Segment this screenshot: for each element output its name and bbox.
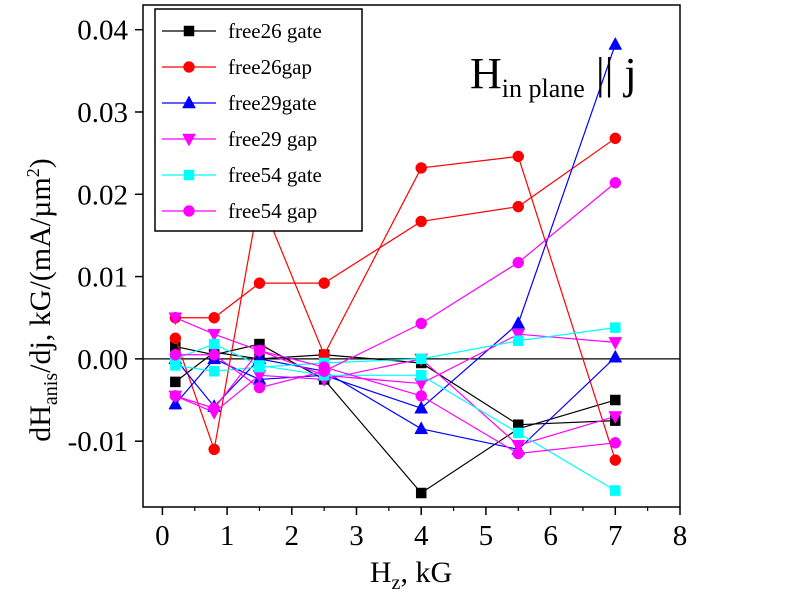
series-group bbox=[168, 36, 623, 499]
x-tick-label: 2 bbox=[285, 520, 300, 552]
x-tick-label: 4 bbox=[414, 520, 429, 552]
data-point bbox=[414, 400, 429, 414]
legend-item: free26gap bbox=[162, 55, 312, 79]
data-point bbox=[253, 381, 266, 394]
y-tick-label: 0.00 bbox=[77, 344, 128, 376]
y-tick-label: 0.03 bbox=[77, 97, 128, 129]
data-point bbox=[415, 162, 427, 174]
plot-frame bbox=[142, 4, 681, 508]
legend-label: free54 gap bbox=[228, 199, 317, 223]
data-point bbox=[513, 427, 524, 439]
data-point bbox=[511, 440, 526, 453]
series-line bbox=[175, 343, 616, 494]
x-tick-label: 8 bbox=[673, 520, 688, 552]
legend-item: free26 gate bbox=[162, 19, 322, 43]
data-point bbox=[208, 349, 220, 361]
data-point bbox=[513, 335, 524, 347]
data-point bbox=[208, 365, 220, 377]
chart-annotation: Hin plane || j bbox=[470, 49, 637, 103]
x-axis-title: Hz, kG bbox=[370, 556, 452, 594]
x-tick-label: 7 bbox=[608, 520, 623, 552]
y-axis-title: dHanis/dj, kG/(mA/µm2) bbox=[23, 158, 62, 442]
legend-marker bbox=[183, 169, 195, 181]
series-free54-gate bbox=[170, 322, 621, 496]
data-point bbox=[610, 322, 621, 333]
data-point bbox=[318, 361, 330, 373]
data-point bbox=[207, 328, 222, 342]
data-point bbox=[415, 353, 427, 365]
axis-ticks: 0 1 2 3 4 5 6 7 8 -0.01 0.00 0.01 0.02 0.03 0.04 bbox=[68, 15, 688, 552]
data-point bbox=[608, 411, 623, 425]
legend-label: free29gate bbox=[228, 91, 317, 115]
data-point bbox=[511, 328, 526, 342]
data-point bbox=[254, 360, 265, 371]
data-point bbox=[512, 256, 525, 269]
legend: free26 gate free26gap free29gate free29 gap… bbox=[154, 8, 363, 232]
x-tick-label: 0 bbox=[155, 520, 170, 552]
data-point bbox=[608, 349, 623, 363]
data-point bbox=[414, 421, 429, 435]
legend-marker bbox=[183, 205, 195, 217]
data-point bbox=[415, 215, 427, 228]
x-tick-label: 3 bbox=[349, 520, 364, 552]
data-point bbox=[415, 317, 427, 330]
data-point bbox=[610, 485, 621, 496]
data-point bbox=[169, 349, 182, 361]
data-point bbox=[511, 315, 526, 329]
data-point bbox=[318, 277, 330, 289]
series-free26-gate bbox=[170, 338, 621, 499]
data-point bbox=[608, 337, 623, 350]
x-tick-label: 5 bbox=[479, 520, 494, 552]
legend-box bbox=[154, 8, 363, 232]
legend-item: free29gate bbox=[162, 91, 317, 115]
legend-label: free26gap bbox=[228, 55, 312, 79]
data-point bbox=[415, 390, 427, 402]
series-line bbox=[175, 349, 616, 455]
y-tick-label: 0.02 bbox=[77, 179, 128, 211]
data-point bbox=[609, 437, 622, 449]
data-point bbox=[415, 370, 427, 381]
x-tick-label: 6 bbox=[543, 520, 558, 552]
data-point bbox=[512, 447, 525, 460]
data-point bbox=[609, 454, 622, 466]
x-tick-label: 1 bbox=[220, 520, 235, 552]
data-point bbox=[208, 338, 220, 350]
data-point bbox=[610, 394, 621, 406]
data-point bbox=[609, 132, 622, 145]
data-point bbox=[170, 376, 181, 388]
legend-label: free29 gap bbox=[228, 127, 317, 151]
data-point bbox=[415, 487, 427, 499]
data-point bbox=[253, 277, 266, 289]
data-point bbox=[609, 177, 622, 189]
data-point bbox=[608, 36, 623, 50]
y-tick-label: -0.01 bbox=[68, 426, 128, 458]
series-free26gap bbox=[169, 132, 622, 466]
y-tick-label: 0.01 bbox=[77, 262, 128, 294]
legend-item: free54 gate bbox=[162, 163, 322, 187]
data-point bbox=[253, 344, 266, 357]
data-point bbox=[208, 402, 220, 414]
series-line bbox=[175, 343, 616, 492]
data-point bbox=[168, 312, 183, 326]
data-point bbox=[169, 332, 182, 345]
legend-marker bbox=[183, 61, 195, 73]
legend-item: free29 gap bbox=[162, 127, 317, 151]
series-free54-gap bbox=[169, 177, 622, 460]
data-point bbox=[208, 311, 220, 324]
data-point bbox=[512, 200, 525, 213]
data-point bbox=[208, 443, 220, 456]
legend-label: free26 gate bbox=[228, 19, 322, 43]
y-tick-label: 0.04 bbox=[77, 15, 128, 47]
legend-label: free54 gate bbox=[228, 163, 322, 187]
data-point bbox=[512, 150, 525, 163]
legend-marker bbox=[183, 25, 195, 37]
legend-marker bbox=[182, 133, 196, 147]
legend-item: free54 gap bbox=[162, 199, 317, 223]
data-point bbox=[169, 390, 182, 402]
legend-marker bbox=[182, 95, 196, 109]
